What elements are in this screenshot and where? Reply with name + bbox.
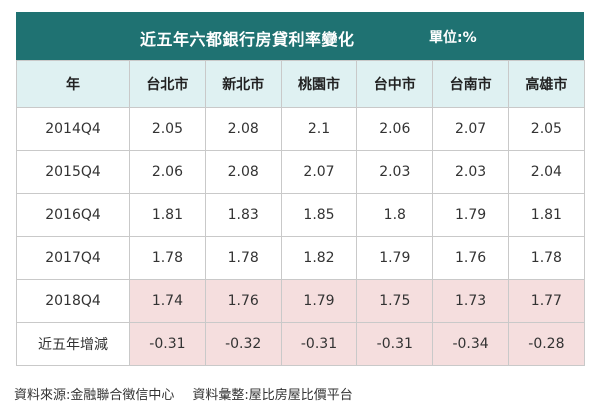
table-cell: 1.74 bbox=[129, 279, 206, 323]
table-row-change: 近五年增減 -0.31 -0.32 -0.31 -0.31 -0.34 -0.2… bbox=[16, 322, 585, 366]
table-row: 2014Q4 2.05 2.08 2.1 2.06 2.07 2.05 bbox=[16, 107, 585, 151]
table-row: 2015Q4 2.06 2.08 2.07 2.03 2.03 2.04 bbox=[16, 150, 585, 194]
table-cell: 2.04 bbox=[507, 150, 585, 194]
table-cell: 1.75 bbox=[356, 279, 434, 323]
table-cell: -0.31 bbox=[356, 322, 434, 366]
table-cell: -0.34 bbox=[432, 322, 509, 366]
table-cell: 1.79 bbox=[356, 236, 434, 280]
rate-table-figure: 近五年六都銀行房貸利率變化 單位:% 年 台北市 新北市 桃園市 台中市 台南市… bbox=[16, 12, 585, 366]
table-cell: 1.79 bbox=[432, 193, 509, 237]
table-cell: 2.08 bbox=[204, 107, 282, 151]
header-taipei: 台北市 bbox=[129, 60, 206, 108]
header-kaohsiung: 高雄市 bbox=[507, 60, 585, 108]
table-cell: 1.78 bbox=[204, 236, 282, 280]
header-taoyuan: 桃園市 bbox=[280, 60, 358, 108]
header-new-taipei: 新北市 bbox=[204, 60, 282, 108]
header-year: 年 bbox=[16, 60, 130, 108]
table-cell: -0.28 bbox=[507, 322, 585, 366]
table-cell: 2.05 bbox=[507, 107, 585, 151]
compiled-note: 資料彙整:屋比房屋比價平台 bbox=[192, 388, 353, 403]
table-cell: 1.76 bbox=[432, 236, 509, 280]
table-cell: 1.78 bbox=[507, 236, 585, 280]
row-label: 2014Q4 bbox=[16, 107, 130, 151]
table-cell: 1.83 bbox=[204, 193, 282, 237]
table-cell: 2.1 bbox=[280, 107, 358, 151]
table-cell: 2.03 bbox=[356, 150, 434, 194]
header-row: 年 台北市 新北市 桃園市 台中市 台南市 高雄市 bbox=[16, 60, 585, 108]
mortgage-rate-table: 年 台北市 新北市 桃園市 台中市 台南市 高雄市 2014Q4 2.05 2.… bbox=[16, 60, 585, 366]
table-cell: 2.03 bbox=[432, 150, 509, 194]
table-cell: 2.07 bbox=[432, 107, 509, 151]
table-cell: -0.32 bbox=[204, 322, 282, 366]
table-cell: 2.08 bbox=[204, 150, 282, 194]
table-row: 2017Q4 1.78 1.78 1.82 1.79 1.76 1.78 bbox=[16, 236, 585, 280]
unit-label: 單位:% bbox=[429, 30, 477, 46]
table-cell: -0.31 bbox=[129, 322, 206, 366]
table-cell: 1.81 bbox=[129, 193, 206, 237]
table-cell: 1.78 bbox=[129, 236, 206, 280]
row-label: 2016Q4 bbox=[16, 193, 130, 237]
table-row-highlight: 2018Q4 1.74 1.76 1.79 1.75 1.73 1.77 bbox=[16, 279, 585, 323]
header-tainan: 台南市 bbox=[432, 60, 509, 108]
source-note: 資料來源:金融聯合徵信中心 bbox=[14, 388, 175, 403]
footer-notes: 資料來源:金融聯合徵信中心 資料彙整:屋比房屋比價平台 bbox=[14, 384, 353, 403]
table-cell: 1.85 bbox=[280, 193, 358, 237]
table-row: 2016Q4 1.81 1.83 1.85 1.8 1.79 1.81 bbox=[16, 193, 585, 237]
table-cell: -0.31 bbox=[280, 322, 358, 366]
table-cell: 1.8 bbox=[356, 193, 434, 237]
header-taichung: 台中市 bbox=[356, 60, 434, 108]
table-cell: 2.06 bbox=[129, 150, 206, 194]
table-cell: 1.82 bbox=[280, 236, 358, 280]
title-bar: 近五年六都銀行房貸利率變化 單位:% bbox=[16, 12, 584, 60]
row-label: 2015Q4 bbox=[16, 150, 130, 194]
table-cell: 1.76 bbox=[204, 279, 282, 323]
row-label: 2017Q4 bbox=[16, 236, 130, 280]
table-cell: 1.73 bbox=[432, 279, 509, 323]
table-cell: 2.06 bbox=[356, 107, 434, 151]
row-label: 2018Q4 bbox=[16, 279, 130, 323]
table-cell: 2.07 bbox=[280, 150, 358, 194]
table-cell: 2.05 bbox=[129, 107, 206, 151]
table-cell: 1.81 bbox=[507, 193, 585, 237]
table-cell: 1.77 bbox=[507, 279, 585, 323]
table-cell: 1.79 bbox=[280, 279, 358, 323]
row-label: 近五年增減 bbox=[16, 322, 130, 366]
table-title: 近五年六都銀行房貸利率變化 bbox=[140, 30, 355, 49]
